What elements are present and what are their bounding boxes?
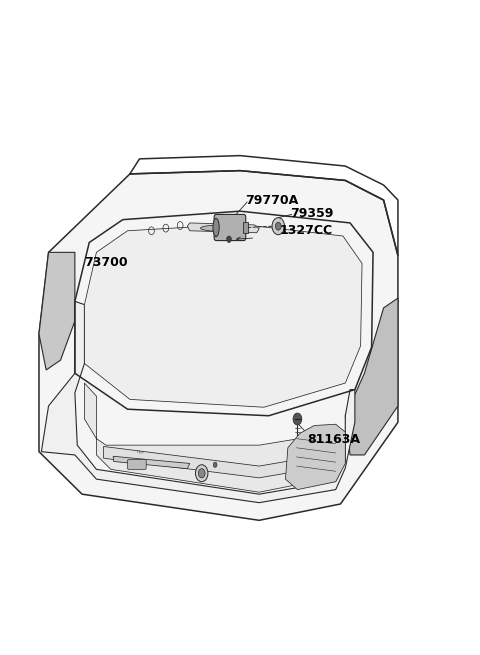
Text: 1327CC: 1327CC (279, 224, 332, 237)
Circle shape (276, 222, 281, 230)
Polygon shape (39, 171, 398, 520)
Polygon shape (345, 298, 398, 455)
Circle shape (213, 462, 217, 468)
Text: Hyp: Hyp (137, 450, 145, 454)
FancyBboxPatch shape (214, 214, 246, 240)
Polygon shape (104, 447, 298, 478)
Text: 73700: 73700 (84, 255, 128, 269)
Text: 81163A: 81163A (307, 434, 360, 447)
Text: 79770A: 79770A (245, 193, 298, 206)
Polygon shape (84, 383, 328, 492)
Circle shape (198, 469, 205, 478)
Circle shape (195, 465, 208, 481)
Polygon shape (84, 224, 362, 407)
Ellipse shape (213, 218, 219, 236)
Ellipse shape (201, 225, 246, 231)
Polygon shape (41, 301, 355, 502)
Text: 79359: 79359 (290, 206, 334, 219)
Polygon shape (113, 457, 190, 469)
Circle shape (293, 413, 302, 425)
Polygon shape (39, 252, 75, 370)
Polygon shape (286, 424, 345, 489)
Circle shape (272, 217, 285, 234)
Circle shape (227, 236, 231, 242)
Bar (243, 222, 248, 233)
FancyBboxPatch shape (128, 460, 146, 470)
Polygon shape (187, 223, 259, 233)
